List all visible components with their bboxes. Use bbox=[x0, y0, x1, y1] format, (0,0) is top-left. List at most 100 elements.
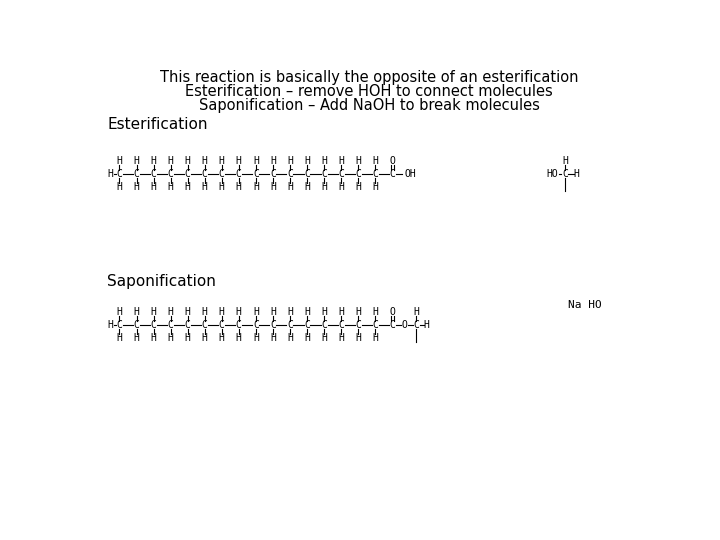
Text: H: H bbox=[134, 333, 140, 343]
Text: H: H bbox=[134, 156, 140, 166]
Text: C: C bbox=[150, 320, 156, 330]
Text: H: H bbox=[355, 182, 361, 192]
Text: H: H bbox=[355, 333, 361, 343]
Text: HO: HO bbox=[546, 169, 558, 179]
Text: H: H bbox=[236, 182, 242, 192]
Text: H: H bbox=[150, 156, 156, 166]
Text: H: H bbox=[202, 156, 207, 166]
Text: C: C bbox=[304, 320, 310, 330]
Text: C: C bbox=[219, 169, 225, 179]
Text: H: H bbox=[355, 307, 361, 317]
Text: C: C bbox=[150, 169, 156, 179]
Text: H: H bbox=[372, 333, 378, 343]
Text: OH: OH bbox=[404, 169, 416, 179]
Text: H: H bbox=[219, 182, 225, 192]
Text: Saponification: Saponification bbox=[107, 274, 216, 289]
Text: H: H bbox=[338, 156, 344, 166]
Text: C: C bbox=[219, 320, 225, 330]
Text: H: H bbox=[150, 182, 156, 192]
Text: H: H bbox=[117, 333, 122, 343]
Text: C: C bbox=[270, 320, 276, 330]
Text: H: H bbox=[253, 156, 258, 166]
Text: H: H bbox=[253, 182, 258, 192]
Text: H: H bbox=[108, 169, 114, 179]
Text: C: C bbox=[185, 169, 191, 179]
Text: H: H bbox=[372, 156, 378, 166]
Text: H: H bbox=[150, 333, 156, 343]
Text: H: H bbox=[321, 307, 327, 317]
Text: C: C bbox=[321, 169, 327, 179]
Text: H: H bbox=[108, 320, 114, 330]
Text: H: H bbox=[185, 156, 191, 166]
Text: C: C bbox=[134, 169, 140, 179]
Text: H: H bbox=[562, 156, 568, 166]
Text: H: H bbox=[338, 307, 344, 317]
Text: H: H bbox=[219, 156, 225, 166]
Text: H: H bbox=[372, 182, 378, 192]
Text: H: H bbox=[423, 320, 429, 330]
Text: Esterification – remove HOH to connect molecules: Esterification – remove HOH to connect m… bbox=[185, 84, 553, 99]
Text: C: C bbox=[372, 169, 378, 179]
Text: H: H bbox=[253, 333, 258, 343]
Text: H: H bbox=[168, 307, 174, 317]
Text: H: H bbox=[321, 333, 327, 343]
Text: H: H bbox=[287, 333, 293, 343]
Text: C: C bbox=[185, 320, 191, 330]
Text: C: C bbox=[270, 169, 276, 179]
Text: C: C bbox=[355, 320, 361, 330]
Text: H: H bbox=[117, 307, 122, 317]
Text: O: O bbox=[390, 307, 395, 317]
Text: C: C bbox=[134, 320, 140, 330]
Text: H: H bbox=[134, 182, 140, 192]
Text: This reaction is basically the opposite of an esterification: This reaction is basically the opposite … bbox=[160, 70, 578, 85]
Text: H: H bbox=[236, 156, 242, 166]
Text: C: C bbox=[390, 169, 395, 179]
Text: C: C bbox=[202, 320, 207, 330]
Text: H: H bbox=[117, 156, 122, 166]
Text: C: C bbox=[287, 320, 293, 330]
Text: Saponification – Add NaOH to break molecules: Saponification – Add NaOH to break molec… bbox=[199, 98, 539, 113]
Text: H: H bbox=[150, 307, 156, 317]
Text: H: H bbox=[202, 333, 207, 343]
Text: H: H bbox=[270, 333, 276, 343]
Text: Esterification: Esterification bbox=[107, 117, 207, 132]
Text: H: H bbox=[338, 333, 344, 343]
Text: C: C bbox=[117, 169, 122, 179]
Text: H: H bbox=[304, 156, 310, 166]
Text: H: H bbox=[219, 333, 225, 343]
Text: C: C bbox=[355, 169, 361, 179]
Text: H: H bbox=[202, 182, 207, 192]
Text: C: C bbox=[372, 320, 378, 330]
Text: H: H bbox=[185, 182, 191, 192]
Text: H: H bbox=[573, 169, 579, 179]
Text: H: H bbox=[287, 156, 293, 166]
Text: H: H bbox=[287, 182, 293, 192]
Text: C: C bbox=[168, 320, 174, 330]
Text: C: C bbox=[321, 320, 327, 330]
Text: H: H bbox=[219, 307, 225, 317]
Text: H: H bbox=[270, 307, 276, 317]
Text: H: H bbox=[236, 307, 242, 317]
Text: H: H bbox=[134, 307, 140, 317]
Text: H: H bbox=[338, 182, 344, 192]
Text: C: C bbox=[253, 169, 258, 179]
Text: H: H bbox=[304, 333, 310, 343]
Text: H: H bbox=[168, 156, 174, 166]
Text: H: H bbox=[355, 156, 361, 166]
Text: C: C bbox=[287, 169, 293, 179]
Text: C: C bbox=[338, 169, 344, 179]
Text: H: H bbox=[270, 156, 276, 166]
Text: C: C bbox=[413, 320, 419, 330]
Text: C: C bbox=[236, 320, 242, 330]
Text: H: H bbox=[372, 307, 378, 317]
Text: Na HO: Na HO bbox=[568, 300, 601, 309]
Text: C: C bbox=[202, 169, 207, 179]
Text: H: H bbox=[287, 307, 293, 317]
Text: C: C bbox=[236, 169, 242, 179]
Text: O: O bbox=[390, 156, 395, 166]
Text: C: C bbox=[117, 320, 122, 330]
Text: C: C bbox=[562, 169, 568, 179]
Text: C: C bbox=[253, 320, 258, 330]
Text: H: H bbox=[168, 333, 174, 343]
Text: H: H bbox=[304, 307, 310, 317]
